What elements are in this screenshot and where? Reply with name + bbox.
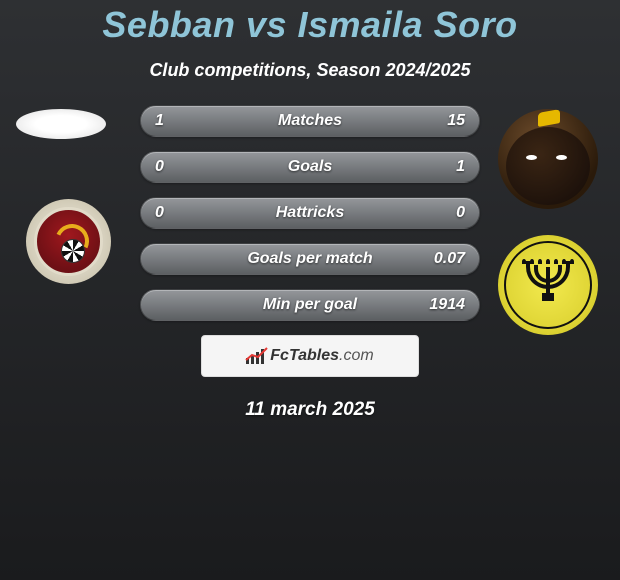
stat-row-hattricks: 0 Hattricks 0 [140, 197, 480, 229]
avatar-eye [526, 155, 537, 160]
vs-separator: vs [235, 4, 297, 45]
menorah-base [542, 293, 554, 301]
avatar-eye [556, 155, 567, 160]
player2-avatar [498, 109, 598, 209]
stat-label: Goals [288, 158, 332, 176]
stat-label: Goals per match [247, 250, 372, 268]
stats-table: 1 Matches 15 0 Goals 1 0 Hattricks 0 Goa… [140, 105, 480, 321]
subtitle: Club competitions, Season 2024/2025 [0, 60, 620, 81]
watermark-text: FcTables.com [270, 347, 373, 365]
player1-club-badge [26, 199, 111, 284]
avatar-hair [538, 109, 560, 127]
stat-right-value: 1914 [429, 296, 465, 314]
badge-ball-icon [61, 239, 85, 263]
brand-suffix: .com [339, 347, 374, 364]
chart-line-icon [245, 346, 269, 364]
stat-row-matches: 1 Matches 15 [140, 105, 480, 137]
brand-name: FcTables [270, 347, 339, 364]
stat-row-goals: 0 Goals 1 [140, 151, 480, 183]
player1-name: Sebban [102, 4, 235, 45]
stat-label: Hattricks [276, 204, 344, 222]
stat-right-value: 0.07 [434, 250, 465, 268]
stat-left-value: 0 [155, 158, 164, 176]
watermark-badge: FcTables.com [201, 335, 419, 377]
avatar-face [506, 127, 590, 205]
comparison-card: Sebban vs Ismaila Soro Club competitions… [0, 0, 620, 580]
stat-left-value: 0 [155, 204, 164, 222]
stat-label: Matches [278, 112, 342, 130]
stat-row-goals-per-match: Goals per match 0.07 [140, 243, 480, 275]
menorah-stem [546, 267, 550, 293]
chart-icon [246, 348, 266, 364]
player1-avatar [16, 109, 106, 139]
player2-club-badge [498, 235, 598, 335]
stat-label: Min per goal [263, 296, 357, 314]
player2-name: Ismaila Soro [297, 4, 517, 45]
stat-right-value: 1 [456, 158, 465, 176]
stat-row-min-per-goal: Min per goal 1914 [140, 289, 480, 321]
stat-right-value: 0 [456, 204, 465, 222]
badge-menorah-icon [522, 257, 574, 301]
menorah-flames [522, 259, 574, 264]
badge-inner [34, 207, 103, 276]
page-title: Sebban vs Ismaila Soro [0, 4, 620, 46]
content-area: 1 Matches 15 0 Goals 1 0 Hattricks 0 Goa… [0, 105, 620, 421]
date-label: 11 march 2025 [0, 399, 620, 421]
stat-right-value: 15 [447, 112, 465, 130]
stat-left-value: 1 [155, 112, 164, 130]
